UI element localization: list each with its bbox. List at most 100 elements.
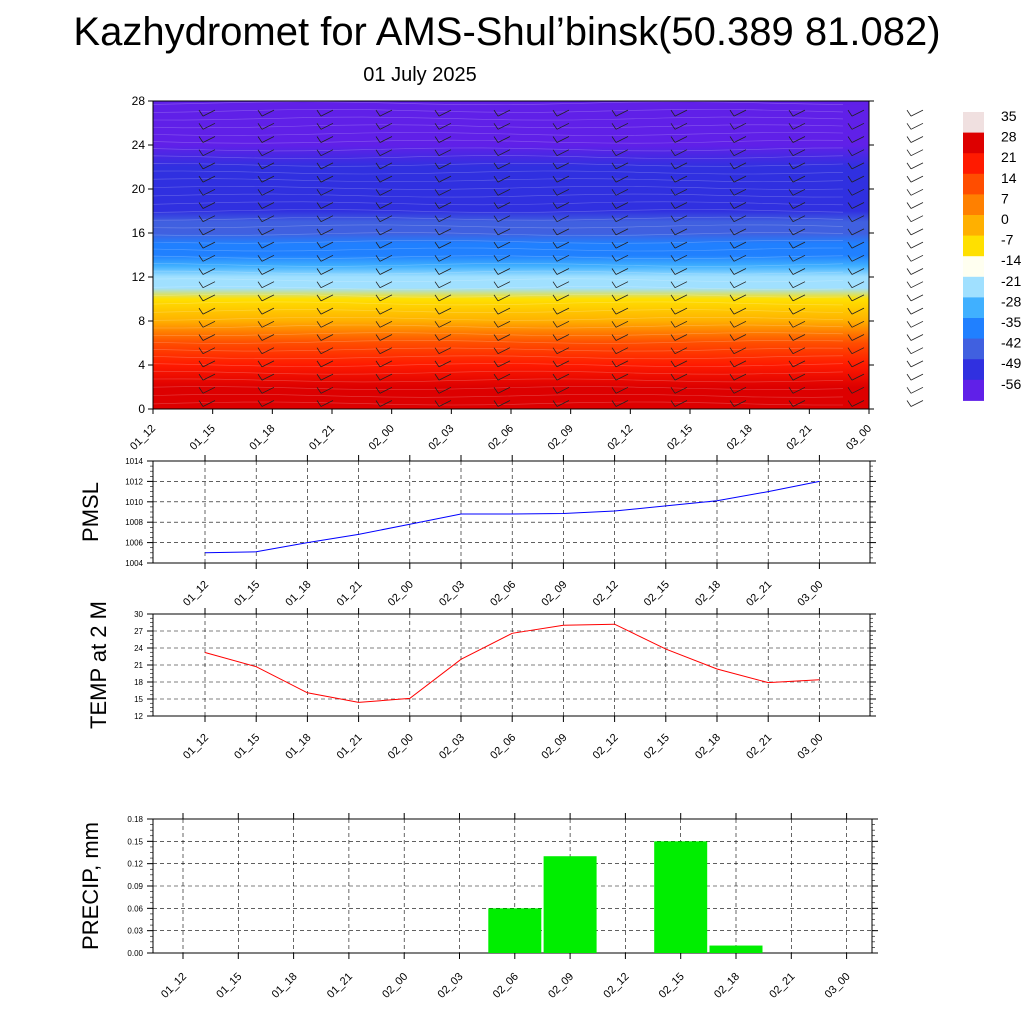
x-tick-label: 02_12	[601, 971, 631, 1001]
x-tick-label: 02_15	[665, 423, 695, 453]
wind-barb	[788, 334, 806, 341]
wind-barb	[257, 149, 275, 157]
x-tick-label: 02_09	[539, 579, 569, 609]
wind-barb	[729, 347, 747, 355]
wind-barb	[552, 136, 570, 143]
contour-line	[152, 324, 844, 329]
wind-barb	[257, 400, 275, 407]
wind-barb	[493, 122, 511, 130]
wind-barb	[257, 202, 275, 209]
wind-barb	[198, 373, 216, 381]
wind-barb	[257, 334, 275, 341]
x-tick-label: 01_12	[128, 423, 158, 453]
contour-line	[152, 309, 844, 313]
x-tick-label: 02_15	[657, 971, 687, 1001]
wind-barb	[316, 386, 334, 394]
wind-barb	[906, 400, 924, 407]
contour-line	[152, 209, 844, 213]
contour-line	[152, 247, 844, 252]
y-tick-label: 12	[132, 270, 146, 284]
x-tick-label: 01_21	[325, 971, 355, 1001]
wind-barb	[729, 268, 747, 275]
wind-barb	[552, 307, 570, 315]
wind-barb	[493, 149, 511, 157]
wind-barb	[788, 241, 806, 249]
wind-barb	[729, 281, 747, 289]
chart-title: Kazhydromet for AMS-Shul’binsk(50.389 81…	[73, 10, 941, 54]
y-tick-label: 0.18	[127, 815, 143, 824]
wind-barb	[906, 373, 924, 381]
wind-barb	[906, 281, 924, 289]
colorbar-label: -49	[1001, 355, 1021, 371]
wind-barb	[434, 228, 452, 236]
colorbar-label: -56	[1001, 376, 1021, 392]
wind-barb	[493, 136, 511, 143]
y-tick-label: 1008	[125, 518, 143, 527]
colorbar-label: 7	[1001, 190, 1009, 206]
wind-barb	[257, 162, 275, 170]
wind-barb	[493, 347, 511, 355]
wind-barb	[198, 360, 216, 368]
wind-barb	[316, 400, 334, 407]
wind-barb	[434, 254, 452, 262]
precip-bar	[543, 856, 597, 953]
contour-line	[152, 301, 844, 306]
x-tick-label: 02_00	[386, 579, 416, 609]
wind-barb	[552, 281, 570, 289]
wind-barb	[847, 254, 865, 262]
wind-barb	[847, 175, 865, 183]
wind-barb	[375, 202, 393, 209]
y-tick-label: 0.06	[127, 904, 143, 913]
x-tick-label: 02_09	[539, 732, 569, 762]
y-tick-label: 21	[134, 661, 143, 670]
wind-barb	[375, 347, 393, 355]
wind-barb	[552, 373, 570, 381]
wind-barb	[198, 347, 216, 355]
wind-barb	[611, 241, 629, 249]
wind-barb	[906, 241, 924, 249]
x-tick-label: 02_00	[386, 732, 416, 762]
panel-frame	[152, 613, 871, 717]
wind-barb	[316, 136, 334, 143]
wind-barb	[375, 162, 393, 170]
x-tick-label: 01_18	[283, 732, 313, 762]
x-tick-label: 02_21	[767, 971, 797, 1001]
wind-barb	[257, 268, 275, 275]
x-tick-label: 01_21	[307, 423, 337, 453]
contour-line	[152, 232, 844, 236]
wind-barb	[729, 136, 747, 143]
x-tick-label: 02_03	[426, 423, 456, 453]
colorbar-swatch	[963, 359, 984, 381]
x-tick-label: 02_18	[712, 971, 742, 1001]
y-tick-label: 0.09	[127, 882, 143, 891]
x-tick-label: 02_12	[605, 423, 635, 453]
wind-barb	[729, 188, 747, 196]
wind-barb	[493, 175, 511, 183]
precip-bar	[488, 908, 542, 953]
contour-line	[152, 224, 844, 229]
wind-barb	[375, 188, 393, 196]
wind-barb	[493, 215, 511, 223]
precip-bar	[709, 945, 763, 953]
contour-line	[152, 386, 844, 390]
wind-barb	[670, 334, 688, 341]
wind-barb	[729, 241, 747, 249]
y-tick-label: 12	[134, 712, 143, 721]
wind-barb	[788, 202, 806, 209]
wind-barb	[257, 360, 275, 368]
wind-barb	[788, 268, 806, 275]
wind-barb	[434, 373, 452, 381]
wind-barb	[434, 109, 452, 117]
wind-barb	[906, 360, 924, 368]
wind-barb	[729, 307, 747, 315]
wind-barb	[670, 149, 688, 157]
wind-barb	[847, 149, 865, 157]
colorbar-swatch	[963, 379, 984, 401]
wind-barb	[493, 228, 511, 236]
wind-barb	[198, 188, 216, 196]
wind-barb	[788, 188, 806, 196]
x-tick-label: 01_18	[283, 579, 313, 609]
colorbar-swatch	[963, 256, 984, 278]
wind-barb	[375, 241, 393, 249]
wind-barb	[493, 307, 511, 315]
